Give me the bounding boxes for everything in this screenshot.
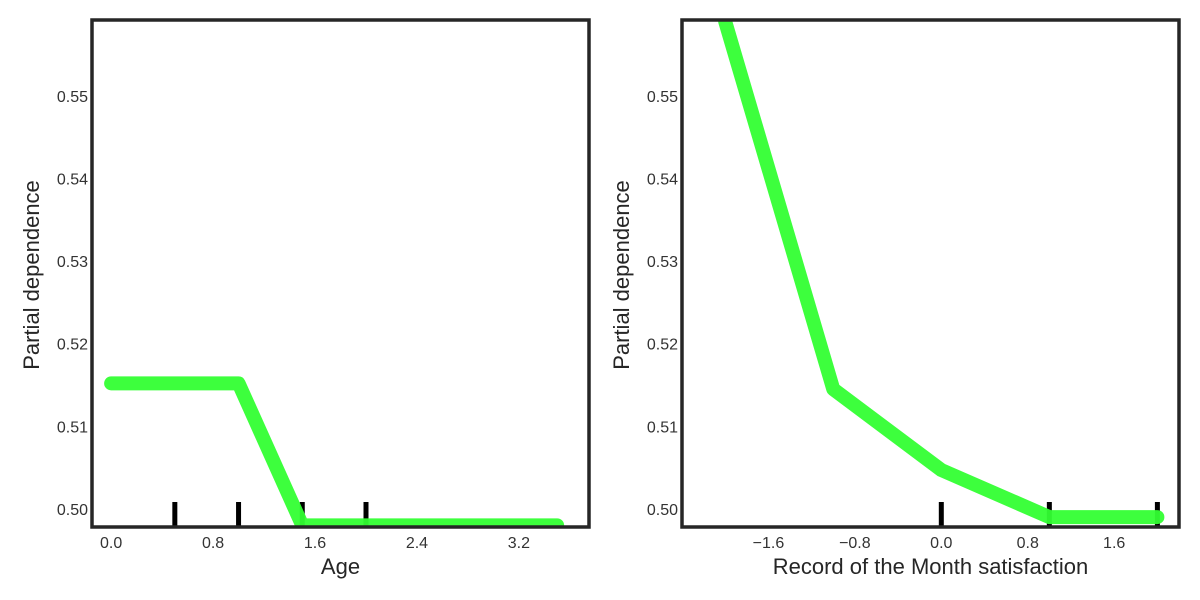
x-axis-label: Age <box>321 554 360 579</box>
y-tick-label: 0.50 <box>57 502 88 519</box>
y-tick-labels: 0.50 0.51 0.52 0.53 0.54 0.55 <box>57 89 88 519</box>
partial-dependence-line <box>718 20 1165 525</box>
y-axis-label: Partial dependence <box>609 180 634 370</box>
x-tick-label: 0.8 <box>202 535 224 552</box>
y-tick-label: 0.53 <box>647 254 678 271</box>
x-axis-label: Record of the Month satisfaction <box>773 554 1089 579</box>
x-tick-label: 2.4 <box>406 535 428 552</box>
y-tick-label: 0.55 <box>57 89 88 106</box>
y-tick-label: 0.51 <box>647 419 678 436</box>
y-tick-label: 0.54 <box>647 172 678 189</box>
y-tick-label: 0.54 <box>57 172 88 189</box>
x-tick-label: 1.6 <box>304 535 326 552</box>
x-tick-label: 3.2 <box>508 535 530 552</box>
y-tick-label: 0.55 <box>647 89 678 106</box>
x-tick-label: 0.0 <box>100 535 122 552</box>
y-tick-label: 0.52 <box>647 337 678 354</box>
axes-frame <box>680 18 1181 529</box>
x-tick-labels: −1.6 −0.8 0.0 0.8 1.6 <box>753 535 1126 552</box>
record-satisfaction-panel: 0.50 0.51 0.52 0.53 0.54 0.55 −1.6 −0.8 0.0 0.8 1… <box>609 18 1181 579</box>
y-axis-label: Partial dependence <box>19 180 44 370</box>
y-tick-label: 0.50 <box>647 502 678 519</box>
x-tick-label: 1.6 <box>1103 535 1125 552</box>
pd-line-group <box>104 376 565 527</box>
age-panel: 0.50 0.51 0.52 0.53 0.54 0.55 0.0 0.8 1.6 2.4 3.2… <box>19 18 591 579</box>
x-tick-labels: 0.0 0.8 1.6 2.4 3.2 <box>100 535 530 552</box>
axes-frame <box>90 18 591 529</box>
y-tick-label: 0.52 <box>57 337 88 354</box>
partial-dependence-line <box>104 376 565 527</box>
x-tick-label: 0.0 <box>930 535 952 552</box>
y-tick-labels: 0.50 0.51 0.52 0.53 0.54 0.55 <box>647 89 678 519</box>
x-tick-label: −1.6 <box>753 535 785 552</box>
y-tick-label: 0.51 <box>57 419 88 436</box>
pd-line-group <box>718 20 1165 525</box>
x-tick-label: 0.8 <box>1017 535 1039 552</box>
y-tick-label: 0.53 <box>57 254 88 271</box>
x-tick-label: −0.8 <box>839 535 871 552</box>
